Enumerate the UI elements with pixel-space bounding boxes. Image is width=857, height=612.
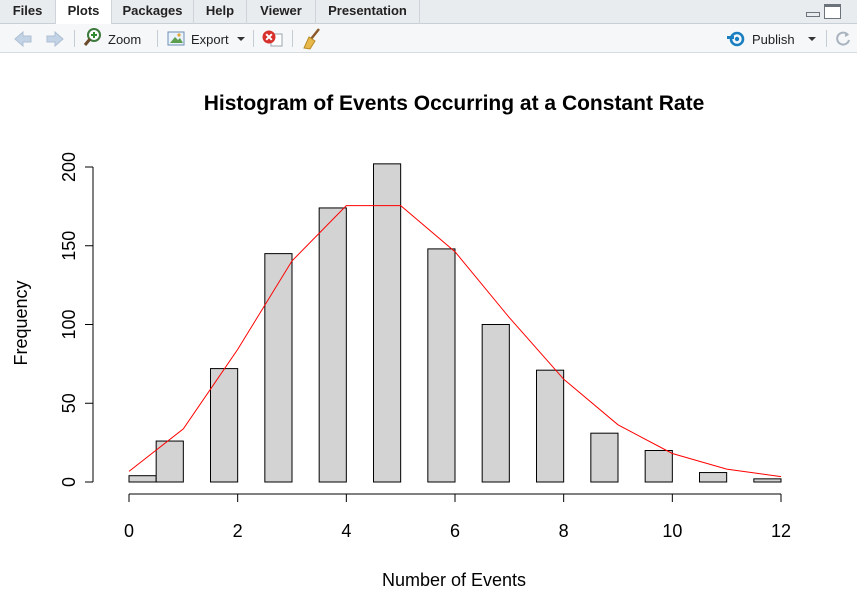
tab-files[interactable]: Files [0,0,56,24]
histogram-bar-10 [644,450,673,483]
back-button[interactable] [12,24,34,53]
clear-all-plots-button[interactable] [300,24,324,53]
toolbar-separator [157,30,158,47]
histogram-bar-7 [481,324,510,483]
pane-tab-bar: Files Plots Packages Help Viewer Present… [0,0,857,25]
export-menu-button[interactable]: Export [165,24,247,53]
x-tick-label-4: 8 [559,521,569,541]
y-tick-label-3: 150 [59,231,79,261]
x-tick-label-6: 12 [771,521,791,541]
histogram-bar-2 [210,368,239,483]
toolbar-separator [826,30,827,47]
expected-frequency-curve [128,205,782,478]
y-tick-label-1: 50 [59,393,79,413]
export-image-icon [167,31,185,46]
publish-icon [727,31,745,47]
tab-plots[interactable]: Plots [56,0,112,25]
toolbar-separator [74,30,75,47]
histogram-bar-11 [699,472,728,483]
x-tick-label-2: 4 [341,521,351,541]
zoom-button[interactable]: Zoom [82,24,148,53]
y-tick-label-4: 200 [59,152,79,182]
remove-plot-button[interactable] [260,24,284,53]
x-tick-label-3: 6 [450,521,460,541]
chart-title: Histogram of Events Occurring at a Const… [204,92,705,115]
tab-viewer[interactable]: Viewer [247,0,316,24]
plots-toolbar: Zoom Export Publish [0,24,857,53]
tab-packages[interactable]: Packages [112,0,194,24]
broom-icon [303,28,320,50]
refresh-icon [836,31,850,46]
remove-plot-icon [262,30,283,47]
export-label: Export [191,32,229,47]
histogram-bar-9 [590,432,619,483]
tab-presentation[interactable]: Presentation [316,0,420,24]
y-tick-label-0: 0 [59,477,79,487]
arrow-right-icon [46,30,64,48]
forward-button[interactable] [44,24,66,53]
plot-viewer: Histogram of Events Occurring at a Const… [0,53,857,607]
arrow-left-icon [14,30,32,48]
y-axis-label: Frequency [11,280,31,365]
histogram-bar-5 [373,163,402,483]
histogram-bar-8 [536,369,565,483]
x-tick-label-5: 10 [662,521,682,541]
tab-help[interactable]: Help [194,0,247,24]
histogram-bar-1 [155,440,184,483]
minimize-pane-icon[interactable] [806,12,820,17]
zoom-label: Zoom [108,32,142,47]
histogram-plot: Histogram of Events Occurring at a Const… [11,92,791,590]
publish-button[interactable]: Publish [726,24,818,53]
histogram-bar-12 [753,478,782,483]
x-axis-label: Number of Events [382,570,526,590]
x-tick-label-1: 2 [233,521,243,541]
toolbar-separator [292,30,293,47]
y-tick-label-2: 100 [59,309,79,339]
publish-label: Publish [752,32,795,47]
histogram-bar-0 [128,475,157,483]
histogram-bar-3 [264,253,293,483]
magnifier-zoom-icon [83,28,101,46]
chevron-down-icon [808,37,816,41]
refresh-button[interactable] [832,24,854,53]
toolbar-separator [253,30,254,47]
maximize-pane-icon[interactable] [824,4,841,19]
histogram-bar-6 [427,248,456,483]
histogram-bar-4 [318,207,347,483]
x-tick-label-0: 0 [124,521,134,541]
chevron-down-icon [237,37,245,41]
